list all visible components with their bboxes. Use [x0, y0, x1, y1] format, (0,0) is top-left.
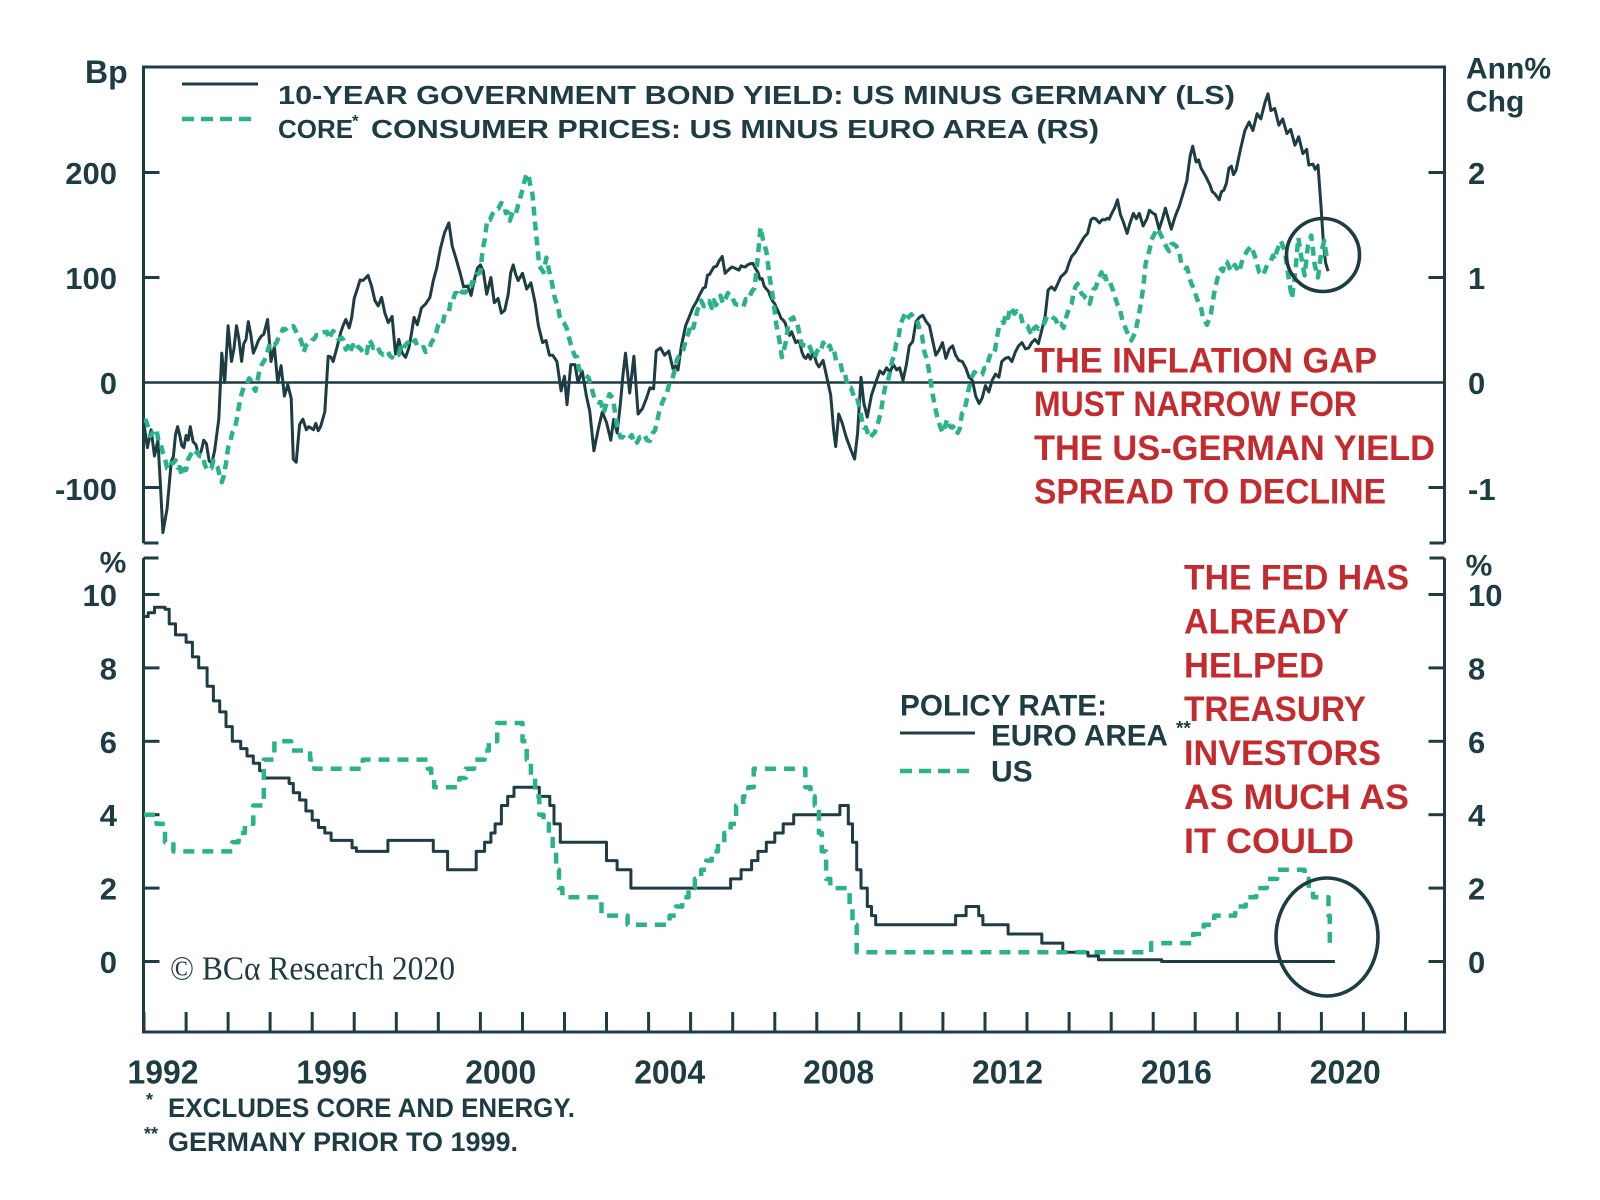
svg-text:-1: -1 [1468, 472, 1496, 507]
svg-text:EURO AREA: EURO AREA [991, 720, 1168, 753]
svg-text:THE INFLATION GAP: THE INFLATION GAP [1034, 342, 1377, 381]
svg-text:1: 1 [1468, 261, 1485, 296]
svg-text:%: % [100, 547, 127, 580]
svg-text:2: 2 [100, 872, 117, 907]
svg-text:TREASURY: TREASURY [1184, 690, 1366, 729]
svg-text:GERMANY PRIOR TO 1999.: GERMANY PRIOR TO 1999. [168, 1127, 518, 1157]
svg-text:INVESTORS: INVESTORS [1184, 734, 1381, 773]
svg-text:0: 0 [100, 945, 117, 980]
svg-text:200: 200 [65, 156, 117, 191]
svg-text:8: 8 [1468, 651, 1485, 686]
svg-text:2012: 2012 [972, 1054, 1043, 1091]
svg-text:*: * [352, 112, 359, 131]
svg-text:IT COULD: IT COULD [1184, 822, 1354, 861]
svg-text:Ann%: Ann% [1466, 53, 1551, 86]
svg-text:2000: 2000 [465, 1054, 536, 1091]
svg-text:0: 0 [100, 366, 117, 401]
svg-text:10: 10 [1468, 578, 1502, 613]
svg-text:4: 4 [1468, 798, 1486, 833]
svg-text:1996: 1996 [296, 1054, 367, 1091]
svg-text:© BCα Research 2020: © BCα Research 2020 [170, 951, 455, 988]
svg-text:THE US-GERMAN YIELD: THE US-GERMAN YIELD [1034, 429, 1435, 468]
svg-text:0: 0 [1468, 366, 1485, 401]
svg-text:Bp: Bp [85, 54, 128, 90]
svg-text:10-YEAR GOVERNMENT BOND YIELD:: 10-YEAR GOVERNMENT BOND YIELD: US MINUS … [278, 80, 1235, 110]
svg-text:2: 2 [1468, 872, 1485, 907]
svg-text:0: 0 [1468, 945, 1485, 980]
svg-text:%: % [1466, 550, 1493, 583]
svg-text:10: 10 [83, 578, 117, 613]
svg-text:AS MUCH AS: AS MUCH AS [1184, 778, 1409, 817]
svg-text:2016: 2016 [1141, 1054, 1212, 1091]
svg-text:2: 2 [1468, 156, 1485, 191]
svg-text:**: ** [1176, 719, 1191, 740]
svg-text:6: 6 [100, 725, 117, 760]
svg-text:4: 4 [100, 798, 118, 833]
svg-text:8: 8 [100, 651, 117, 686]
svg-text:**: ** [144, 1124, 158, 1144]
svg-text:2008: 2008 [803, 1054, 874, 1091]
svg-text:6: 6 [1468, 725, 1485, 760]
svg-text:EXCLUDES CORE AND ENERGY.: EXCLUDES CORE AND ENERGY. [168, 1093, 575, 1123]
svg-text:SPREAD TO DECLINE: SPREAD TO DECLINE [1034, 473, 1386, 512]
svg-text:MUST NARROW FOR: MUST NARROW FOR [1034, 385, 1357, 424]
svg-text:Chg: Chg [1466, 86, 1524, 119]
svg-text:POLICY RATE:: POLICY RATE: [900, 690, 1107, 723]
svg-text:100: 100 [65, 261, 117, 296]
svg-text:THE FED HAS: THE FED HAS [1184, 559, 1409, 598]
svg-text:*: * [146, 1090, 153, 1110]
svg-text:2004: 2004 [634, 1054, 706, 1091]
svg-text:CORE: CORE [278, 114, 353, 144]
svg-text:-100: -100 [55, 472, 117, 507]
svg-text:ALREADY: ALREADY [1184, 602, 1349, 641]
svg-text:1992: 1992 [128, 1054, 199, 1091]
svg-text:HELPED: HELPED [1184, 646, 1324, 685]
svg-text:2020: 2020 [1310, 1054, 1381, 1091]
svg-text:US: US [991, 756, 1033, 789]
svg-text:CONSUMER PRICES: US MINUS EURO: CONSUMER PRICES: US MINUS EURO AREA (RS) [371, 114, 1099, 144]
